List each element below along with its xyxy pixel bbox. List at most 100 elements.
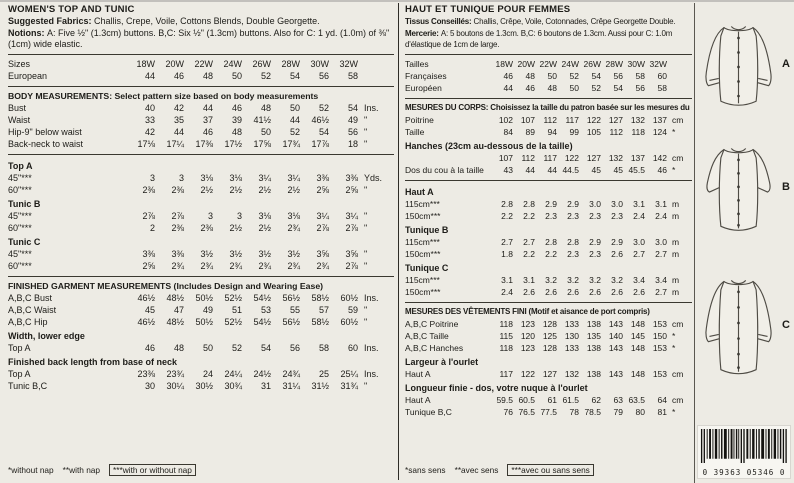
row-value: 2.6: [545, 287, 557, 297]
row-value: 2⅞: [171, 211, 184, 221]
row-value: 153: [652, 369, 667, 379]
row-value: 2⅜: [142, 185, 155, 195]
row-value: 2.6: [633, 287, 645, 297]
row-value: 2.8: [523, 199, 535, 209]
mesures-vetements-fini-table: MESURES DES VÊTEMENTS FINI (Motif et ais…: [405, 302, 692, 418]
table-row: 150cm*** 2.2 2.2 2.3 2.3 2.3 2.3 2.4 2.4 m: [405, 210, 692, 222]
row-value: 48½: [166, 293, 184, 303]
row-unit: cm: [672, 369, 684, 379]
row-value: 46: [503, 71, 513, 81]
row-value: 31½: [311, 381, 329, 391]
row-unit: *: [672, 343, 676, 353]
row-value: 45: [144, 305, 155, 315]
row-value: 153: [652, 343, 667, 353]
row-value: 148: [630, 343, 645, 353]
french-footnotes: *sans sens **avec sens ***avec ou sans s…: [405, 460, 692, 476]
row-value: 48½: [166, 317, 184, 327]
row-value: 123: [520, 319, 535, 329]
row-value: 30: [144, 381, 155, 391]
yardage-table: Top A 45"*** 3 3 3⅛ 3⅛ 3¼ 3¼ 3⅜ 3⅜ Yds. 60"*** 2⅜ 2…: [8, 154, 394, 272]
row-value: 2½: [229, 185, 242, 195]
row-value: 2.2: [501, 211, 513, 221]
row-value: 46½: [311, 115, 329, 125]
row-value: 138: [586, 369, 601, 379]
row-unit: ": [364, 211, 368, 221]
row-value: 117: [565, 115, 579, 125]
row-label: A,B,C Poitrine: [405, 319, 459, 329]
row-value: 56: [318, 71, 329, 81]
row-value: 3: [149, 173, 155, 183]
row-unit: *: [672, 127, 676, 137]
table-row: Sizes 18W 20W 22W 24W 26W 28W 30W 32W: [8, 58, 394, 70]
row-value: 26W: [583, 59, 601, 69]
table-row: Dos du cou à la taille 43 44 44 44.5 45 45 45.5…: [405, 164, 692, 176]
row-unit: Ins.: [364, 103, 379, 113]
row-value: 2⅜: [171, 185, 184, 195]
row-value: 44: [144, 71, 155, 81]
row-label: 60"***: [8, 261, 32, 271]
row-value: 118: [499, 319, 513, 329]
row-value: 32W: [339, 59, 358, 69]
row-value: 58: [347, 71, 358, 81]
row-label: A,B,C Waist: [8, 305, 57, 315]
row-value: 2: [149, 223, 155, 233]
table-row: Taille 84 89 94 99 105 112 118 124 *: [405, 126, 692, 138]
row-value: 112: [609, 127, 623, 137]
row-label: Hip-9" below waist: [8, 127, 82, 137]
row-value: 2.4: [501, 287, 513, 297]
table-row: Poitrine 102 107 112 117 122 127 132 137 cm: [405, 114, 692, 126]
row-value: 2.3: [589, 249, 601, 259]
row-value: 2½: [287, 185, 300, 195]
table-row: 60"*** 2⅝ 2¾ 2¾ 2¾ 2¾ 2¾ 2¾ 2⅞ ": [8, 260, 394, 272]
row-value: 24¾: [282, 369, 300, 379]
row-value: 28W: [281, 59, 300, 69]
table-row: 60"*** 2 2⅜ 2⅜ 2½ 2½ 2¾ 2⅞ 2⅞ ": [8, 222, 394, 234]
row-value: 50½: [195, 293, 213, 303]
row-value: 138: [586, 343, 601, 353]
row-value: 45: [591, 165, 601, 175]
garment-views-strip: A B: [694, 3, 793, 483]
garment-a-back-sketch: [705, 26, 772, 106]
row-value: 52: [591, 83, 601, 93]
row-value: 132: [630, 115, 645, 125]
mercerie-line: Mercerie: A: 5 boutons de 1.3cm. B,C: 6 …: [405, 28, 692, 50]
row-label: A,B,C Hip: [8, 317, 48, 327]
row-value: 53: [260, 305, 271, 315]
garment-view-a: A: [697, 5, 791, 123]
row-value: 60½: [340, 317, 358, 327]
row-label: 45"***: [8, 249, 32, 259]
row-value: 48: [173, 343, 184, 353]
row-value: 54: [260, 343, 271, 353]
row-value: 52: [569, 71, 579, 81]
row-value: 62: [591, 395, 601, 405]
row-value: 2.6: [567, 287, 579, 297]
row-label: Bust: [8, 103, 27, 113]
row-value: 58½: [311, 293, 329, 303]
row-label: European: [8, 71, 48, 81]
row-value: 78.5: [584, 407, 601, 417]
row-value: 94: [547, 127, 557, 137]
row-value: 2⅞: [345, 261, 358, 271]
view-b-label: B: [782, 181, 790, 193]
row-value: 148: [630, 319, 645, 329]
row-unit: ": [364, 305, 368, 315]
garment-heading: Tunic C: [8, 237, 41, 247]
row-value: 23⅜: [137, 369, 155, 379]
table-row: 45"*** 2⅞ 2⅞ 3 3 3⅛ 3⅛ 3¼ 3¼ ": [8, 210, 394, 222]
row-value: 127: [608, 115, 623, 125]
width-heading: Width, lower edge: [8, 331, 85, 341]
row-unit: m: [672, 275, 680, 285]
row-value: 1.8: [501, 249, 513, 259]
row-value: 122: [564, 153, 579, 163]
mercerie-label: Mercerie:: [405, 29, 441, 38]
row-value: 44.5: [562, 165, 579, 175]
row-value: 54: [613, 83, 623, 93]
row-value: 50: [231, 71, 242, 81]
garment-heading: Tunique B: [405, 225, 449, 235]
row-value: 2.3: [589, 211, 601, 221]
row-value: 25¼: [340, 369, 358, 379]
french-title: HAUT ET TUNIQUE POUR FEMMES: [405, 4, 571, 15]
row-value: 79: [613, 407, 623, 417]
row-value: 54: [591, 71, 601, 81]
table-row: 150cm*** 2.4 2.6 2.6 2.6 2.6 2.6 2.6 2.7 m: [405, 286, 692, 298]
